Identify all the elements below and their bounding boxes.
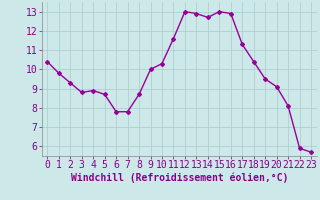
X-axis label: Windchill (Refroidissement éolien,°C): Windchill (Refroidissement éolien,°C) [70, 173, 288, 183]
